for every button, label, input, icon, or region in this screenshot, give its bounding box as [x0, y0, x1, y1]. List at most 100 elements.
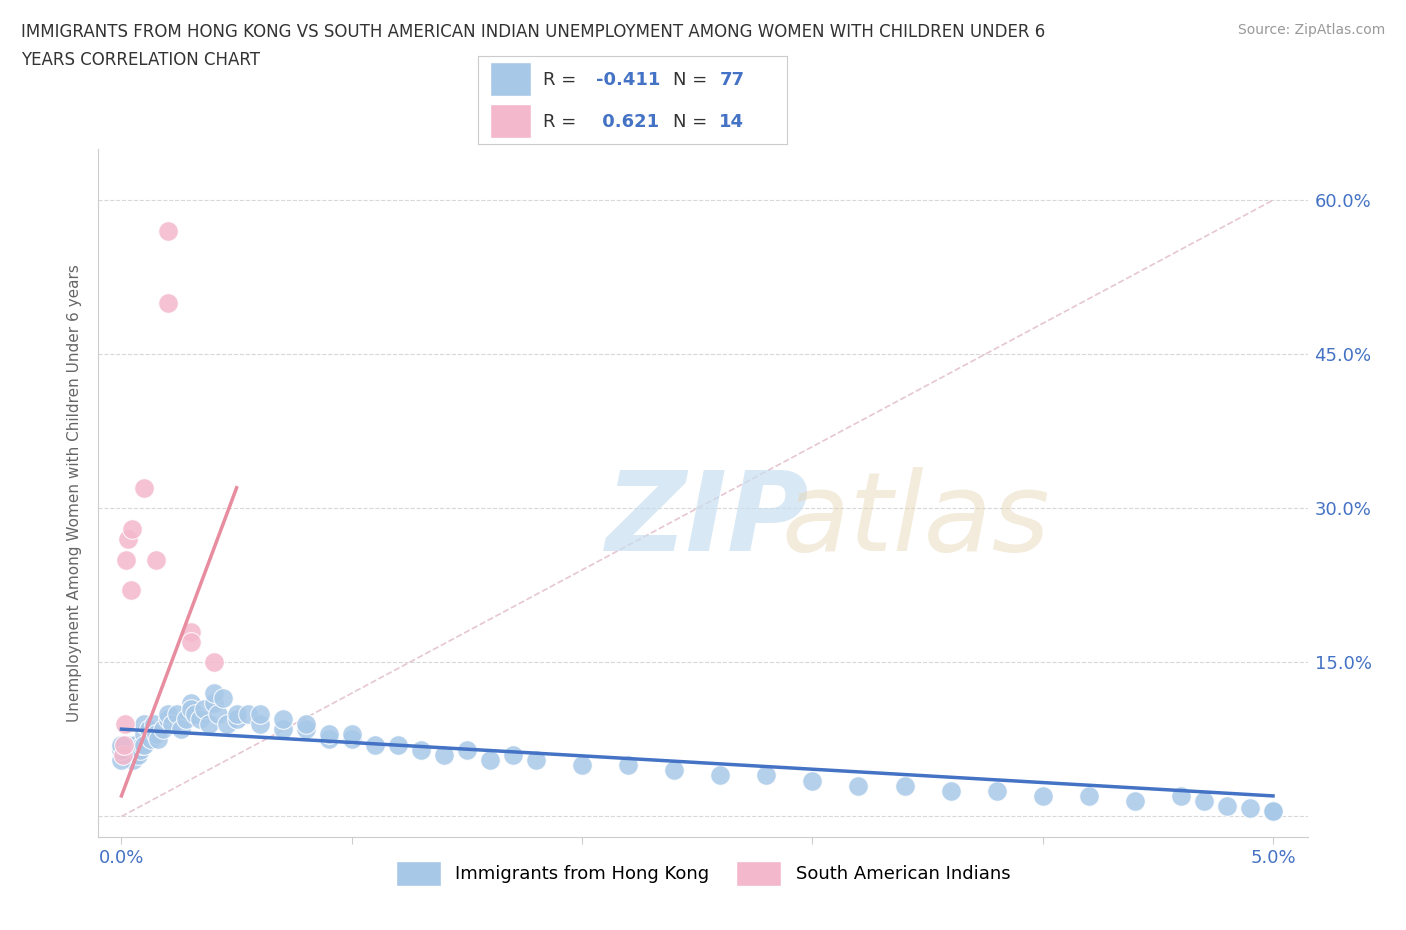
Point — [120, 583, 142, 598]
Point — [145, 552, 167, 567]
Text: IMMIGRANTS FROM HONG KONG VS SOUTH AMERICAN INDIAN UNEMPLOYMENT AMONG WOMEN WITH: IMMIGRANTS FROM HONG KONG VS SOUTH AMERI… — [21, 23, 1045, 41]
Point — [141, 732, 163, 747]
Point — [617, 758, 640, 773]
Point — [198, 717, 221, 732]
Point — [128, 742, 150, 757]
Point — [120, 742, 142, 757]
Point — [117, 737, 139, 752]
Point — [236, 706, 259, 721]
Point — [156, 296, 179, 311]
Point — [478, 752, 501, 767]
Point — [193, 701, 215, 716]
Point — [110, 737, 132, 752]
Point — [184, 706, 207, 721]
Y-axis label: Unemployment Among Women with Children Under 6 years: Unemployment Among Women with Children U… — [67, 264, 83, 722]
Point — [409, 742, 432, 757]
Point — [180, 634, 202, 649]
Point — [986, 783, 1008, 798]
Text: 77: 77 — [720, 71, 744, 88]
Point — [180, 624, 202, 639]
Point — [124, 737, 146, 752]
Point — [340, 732, 363, 747]
Bar — [491, 62, 530, 96]
Point — [271, 711, 294, 726]
Point — [801, 773, 824, 788]
Point — [115, 552, 138, 567]
Point — [117, 532, 139, 547]
Text: atlas: atlas — [782, 467, 1050, 574]
Point — [112, 737, 135, 752]
Point — [122, 752, 145, 767]
Point — [207, 706, 229, 721]
Point — [148, 732, 170, 747]
Point — [127, 748, 149, 763]
Point — [225, 711, 247, 726]
Point — [1077, 789, 1099, 804]
Text: N =: N = — [673, 113, 713, 131]
Point — [294, 717, 316, 732]
Point — [142, 717, 165, 732]
Point — [571, 758, 593, 773]
Point — [145, 727, 167, 742]
Text: 0.621: 0.621 — [596, 113, 658, 131]
Point — [340, 727, 363, 742]
Point — [318, 727, 340, 742]
Point — [156, 223, 179, 238]
Point — [134, 480, 156, 495]
Point — [1192, 793, 1215, 808]
Point — [180, 696, 202, 711]
Point — [110, 742, 132, 757]
Text: ZIP: ZIP — [606, 467, 810, 574]
Point — [170, 722, 193, 737]
Point — [134, 737, 156, 752]
Point — [755, 768, 778, 783]
Point — [180, 701, 202, 716]
Point — [893, 778, 915, 793]
Point — [121, 522, 143, 537]
Text: YEARS CORRELATION CHART: YEARS CORRELATION CHART — [21, 51, 260, 69]
Point — [318, 732, 340, 747]
Point — [188, 711, 211, 726]
Point — [939, 783, 962, 798]
Point — [271, 722, 294, 737]
Point — [1123, 793, 1146, 808]
Point — [114, 717, 136, 732]
Point — [202, 685, 225, 700]
Point — [502, 748, 524, 763]
Point — [110, 752, 132, 767]
Point — [202, 696, 225, 711]
Point — [174, 711, 197, 726]
Point — [1239, 801, 1261, 816]
Point — [115, 748, 138, 763]
Point — [1216, 799, 1239, 814]
Point — [134, 717, 156, 732]
Legend: Immigrants from Hong Kong, South American Indians: Immigrants from Hong Kong, South America… — [388, 854, 1018, 894]
Point — [456, 742, 478, 757]
Point — [433, 748, 456, 763]
Bar — [491, 104, 530, 138]
Point — [152, 722, 174, 737]
Point — [131, 737, 153, 752]
Point — [1170, 789, 1192, 804]
Point — [524, 752, 547, 767]
Point — [364, 737, 387, 752]
Point — [217, 717, 239, 732]
Text: N =: N = — [673, 71, 713, 88]
Point — [134, 727, 156, 742]
Point — [1261, 804, 1284, 818]
Text: R =: R = — [543, 113, 582, 131]
Point — [225, 706, 247, 721]
Point — [211, 691, 233, 706]
Point — [166, 706, 188, 721]
Text: Source: ZipAtlas.com: Source: ZipAtlas.com — [1237, 23, 1385, 37]
Point — [294, 722, 316, 737]
Point — [848, 778, 870, 793]
Point — [1261, 804, 1284, 818]
Point — [111, 748, 134, 763]
Point — [160, 717, 183, 732]
Point — [664, 763, 686, 777]
Point — [202, 655, 225, 670]
Point — [156, 706, 179, 721]
Text: -0.411: -0.411 — [596, 71, 659, 88]
Text: R =: R = — [543, 71, 582, 88]
